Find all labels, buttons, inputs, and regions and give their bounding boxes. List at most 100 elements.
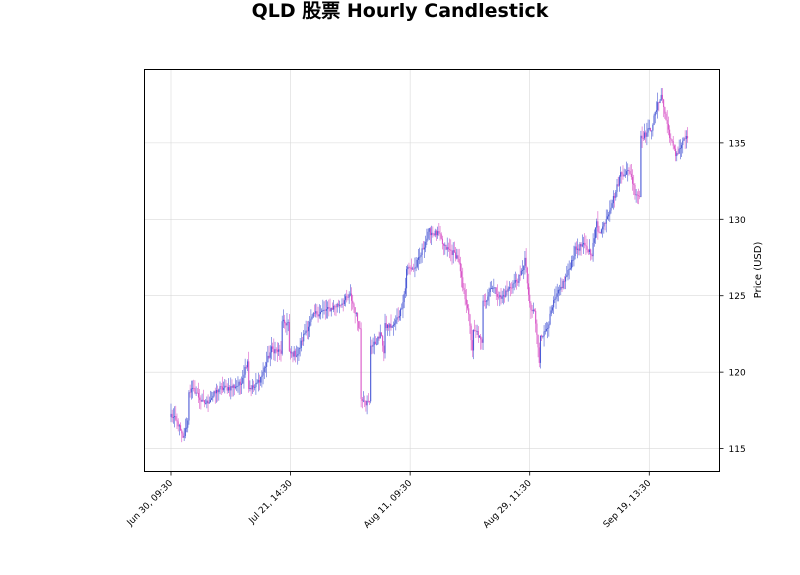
candle-body (571, 260, 573, 269)
candle-body (267, 355, 269, 363)
candle-body (568, 269, 570, 271)
candle-body (461, 271, 463, 278)
y-tick-label: 135 (729, 139, 746, 149)
candle-body (423, 247, 426, 250)
candle-body (536, 323, 538, 335)
candle-body (490, 288, 492, 289)
candle-body (474, 329, 476, 331)
candle-body (183, 435, 185, 438)
candle-body (594, 227, 597, 239)
candle-body (492, 287, 494, 289)
candle-body (244, 366, 246, 375)
candle-body (223, 388, 225, 390)
candle-body (548, 324, 550, 329)
candle-body (493, 287, 495, 289)
candle-body (232, 385, 234, 388)
candle-body (220, 386, 222, 388)
candle-body (396, 317, 398, 320)
candle-body (281, 321, 283, 354)
candle-body (390, 324, 392, 328)
candle-body (466, 304, 469, 309)
candle-body (670, 138, 672, 140)
candle-body (336, 303, 338, 308)
candle-body (197, 392, 200, 398)
candle-body (592, 242, 594, 257)
candle-body (612, 196, 614, 204)
candle-body (506, 290, 508, 292)
candle-body (187, 420, 189, 428)
candle-body (426, 238, 428, 242)
candle-body (278, 349, 280, 352)
candle-body (672, 141, 674, 146)
candle-body (444, 244, 446, 246)
candle-body (453, 250, 455, 253)
candle-body (429, 228, 432, 236)
candle-body (529, 294, 531, 304)
candle-body (538, 347, 540, 363)
candle-body (355, 312, 357, 314)
candle-body (207, 400, 209, 404)
candle-body (484, 301, 487, 302)
candle-body (202, 399, 204, 401)
candle-body (504, 295, 506, 297)
candle-body (182, 433, 184, 438)
candle-body (416, 259, 418, 267)
candle-body (427, 231, 429, 239)
candle-body (482, 300, 484, 343)
candle-body (654, 111, 656, 116)
candle-body (549, 313, 551, 325)
candle-body (194, 388, 196, 394)
candle-body (626, 171, 628, 175)
candle-body (602, 226, 604, 230)
candle-body (627, 170, 629, 172)
candle-body (321, 310, 323, 312)
candle-body (606, 216, 608, 220)
candle-body (392, 324, 394, 327)
candle-body (562, 280, 564, 289)
candle-body (542, 336, 544, 338)
candle-body (190, 388, 192, 393)
candle-body (456, 255, 458, 259)
candle-body (475, 330, 477, 332)
candle-body (413, 268, 415, 270)
candle-body (356, 312, 359, 322)
candle-body (341, 303, 343, 306)
candle-body (584, 242, 586, 246)
candle-body (486, 300, 488, 302)
candle-body (371, 345, 373, 347)
candle-body (304, 333, 306, 334)
candle-body (544, 330, 546, 332)
candle-body (417, 257, 420, 260)
candle-body (590, 249, 592, 256)
candle-body (569, 268, 571, 270)
candle-body (276, 349, 278, 352)
candle-body (443, 243, 445, 246)
candle-body (343, 300, 345, 305)
candle-body (642, 138, 644, 139)
candle-body (587, 249, 589, 252)
candle-body (218, 389, 220, 393)
candle-body (376, 343, 378, 345)
candle-body (653, 115, 655, 125)
candle-body (404, 288, 406, 294)
candle-body (263, 367, 265, 372)
candle-body (599, 232, 601, 234)
candle-body (319, 311, 322, 315)
candle-body (679, 148, 681, 150)
candle-body (309, 321, 311, 327)
candle-body (184, 428, 186, 436)
candle-body (673, 145, 675, 149)
candle-body (649, 128, 652, 131)
candle-body (445, 244, 447, 250)
candle-body (462, 277, 464, 288)
candle-body (629, 171, 631, 174)
candle-body (605, 219, 607, 224)
candle-body (251, 385, 253, 390)
candle-body (641, 135, 643, 139)
candle-body (685, 136, 687, 139)
x-tick-label: Aug 29, 11:30 (482, 478, 534, 530)
candle-body (598, 231, 600, 233)
candle-body (258, 379, 261, 383)
candle-body (331, 307, 333, 310)
plot-frame (144, 69, 720, 472)
